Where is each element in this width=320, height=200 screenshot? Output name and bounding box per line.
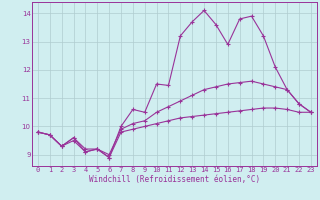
X-axis label: Windchill (Refroidissement éolien,°C): Windchill (Refroidissement éolien,°C) — [89, 175, 260, 184]
